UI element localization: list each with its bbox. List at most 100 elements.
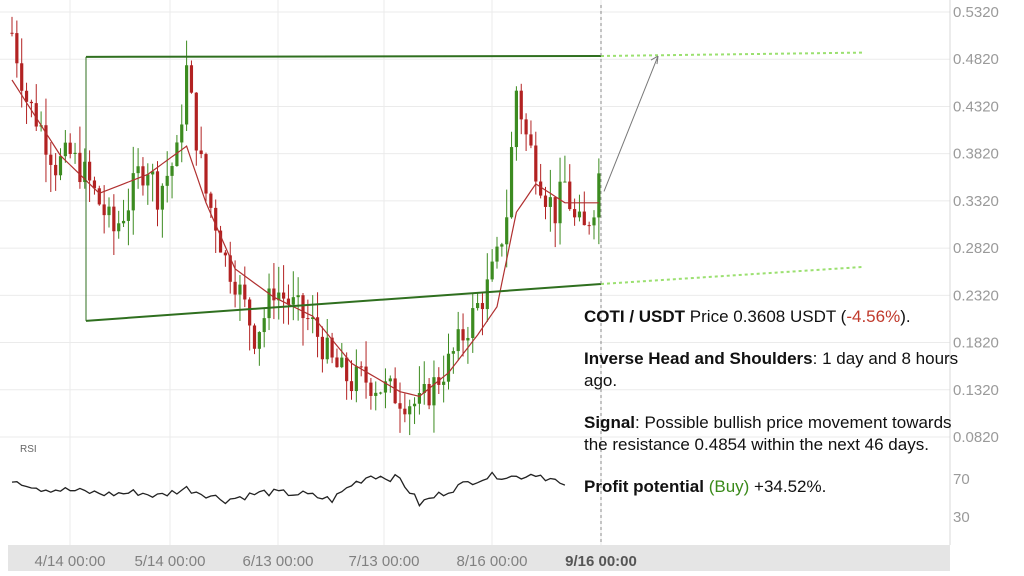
- rsi-tick-label: 30: [953, 509, 970, 526]
- y-axis: 0.5320 0.4820 0.4320 0.3820 0.3320 0.2820 0.23…: [953, 4, 999, 446]
- candle: [136, 148, 140, 189]
- candle: [315, 292, 320, 358]
- candle: [398, 382, 402, 433]
- candle: [485, 253, 489, 322]
- candle: [34, 84, 38, 132]
- x-tick-label: 4/14 00:00: [35, 553, 106, 570]
- pattern-label: Inverse Head and Shoulders: [584, 349, 813, 368]
- candle: [495, 236, 499, 269]
- candle: [374, 381, 378, 411]
- candle: [539, 163, 543, 199]
- x-tick-label: 7/13 00:00: [349, 553, 420, 570]
- neckline-projection: [600, 266, 863, 285]
- candle: [412, 397, 417, 425]
- profit-direction: (Buy): [708, 477, 750, 496]
- candle: [199, 126, 203, 159]
- candle: [272, 263, 276, 320]
- target-arrow-head: [650, 55, 659, 65]
- candle: [228, 241, 232, 294]
- candle: [223, 250, 227, 267]
- candle: [403, 393, 407, 423]
- candle: [301, 293, 305, 346]
- candle: [83, 148, 87, 189]
- price-text: Price 0.3608 USDT (: [689, 307, 847, 326]
- target-arrow: [603, 55, 659, 192]
- y-tick-label: 0.1320: [953, 382, 999, 399]
- price-line: COTI / USDT Price 0.3608 USDT (-4.56%).: [584, 306, 964, 328]
- candle: [427, 378, 431, 410]
- x-tick-label: 9/16 00:00: [565, 553, 637, 570]
- candle: [509, 131, 514, 219]
- signal-text: : Possible bullish price movement toward…: [584, 413, 952, 454]
- candle: [267, 273, 271, 331]
- candle: [243, 266, 247, 308]
- candle: [49, 142, 53, 193]
- candle: [446, 333, 451, 390]
- candle: [185, 40, 189, 131]
- candle: [543, 186, 548, 220]
- profit-line: Profit potential (Buy) +34.52%.: [584, 476, 964, 498]
- signal-info-box: COTI / USDT Price 0.3608 USDT (-4.56%). …: [584, 306, 964, 518]
- candle: [252, 323, 257, 355]
- candle: [78, 126, 82, 189]
- candle: [92, 176, 97, 195]
- profit-label: Profit potential: [584, 477, 704, 496]
- candle: [180, 104, 184, 163]
- price-close: ).: [900, 307, 911, 326]
- candle: [563, 155, 567, 183]
- candle: [73, 142, 77, 164]
- candle: [107, 197, 111, 228]
- candle: [592, 210, 596, 240]
- x-tick-label: 6/13 00:00: [243, 553, 314, 570]
- candle: [597, 158, 601, 245]
- candle: [417, 366, 421, 415]
- candle: [548, 169, 552, 232]
- rsi-line: [11, 471, 566, 507]
- candle: [476, 292, 480, 311]
- y-tick-label: 0.2320: [953, 287, 999, 304]
- candle: [151, 163, 155, 202]
- candle: [58, 148, 63, 181]
- candles: [10, 16, 601, 436]
- candle: [238, 275, 242, 321]
- candle: [345, 352, 349, 400]
- y-tick-label: 0.0820: [953, 429, 999, 446]
- candle: [131, 146, 135, 235]
- candle: [432, 360, 436, 433]
- candle: [218, 225, 223, 253]
- candle: [354, 349, 358, 403]
- candle: [442, 355, 446, 403]
- x-tick-label: 5/14 00:00: [135, 553, 206, 570]
- candle: [364, 341, 368, 399]
- candle: [291, 271, 295, 321]
- candle: [340, 343, 344, 369]
- candle: [277, 266, 281, 320]
- y-tick-label: 0.3320: [953, 193, 999, 210]
- x-tick-label: 8/16 00:00: [457, 553, 528, 570]
- candle: [379, 391, 383, 395]
- rsi-label: RSI: [20, 444, 37, 455]
- candle: [471, 293, 475, 353]
- resistance-projection: [600, 51, 863, 58]
- y-tick-label: 0.3820: [953, 146, 999, 163]
- candle: [63, 130, 67, 163]
- candle: [146, 163, 150, 205]
- candle: [505, 189, 509, 268]
- candle: [519, 83, 523, 135]
- candle: [194, 92, 198, 166]
- y-tick-label: 0.4320: [953, 98, 999, 115]
- signal-label: Signal: [584, 413, 636, 432]
- candle: [320, 326, 324, 373]
- candle: [160, 183, 164, 238]
- candle: [44, 98, 48, 183]
- candle: [248, 297, 252, 351]
- candle: [500, 242, 504, 257]
- candle: [97, 185, 101, 206]
- trend-lines: [85, 51, 863, 322]
- candle: [582, 191, 586, 226]
- price-change: -4.56%: [846, 307, 901, 326]
- candle: [88, 150, 92, 202]
- candle: [112, 194, 116, 256]
- candle: [587, 221, 591, 235]
- pattern-time: : 1 day and 8 hours ago.: [584, 349, 959, 390]
